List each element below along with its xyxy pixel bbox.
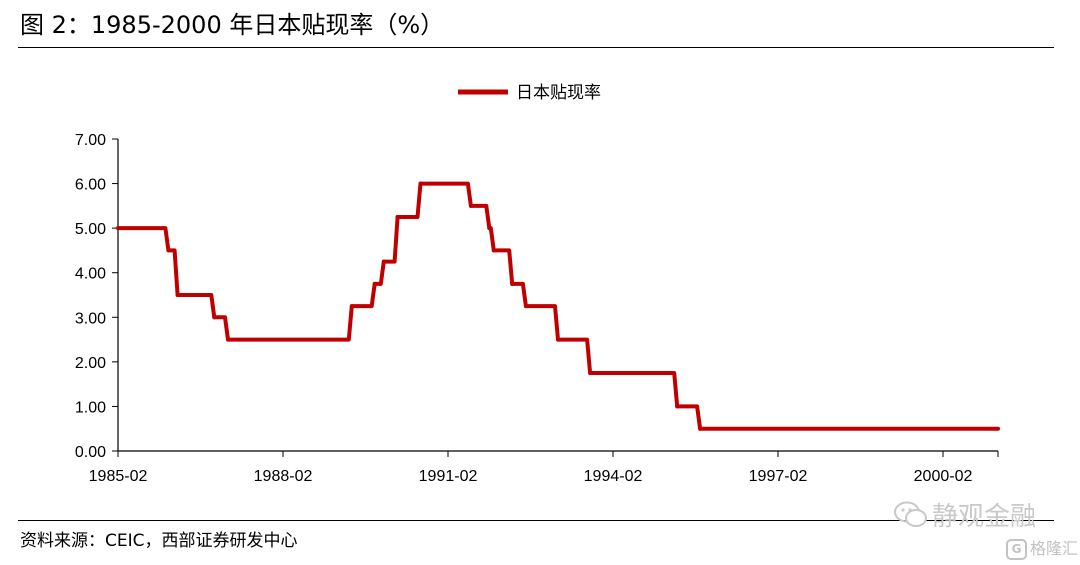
data-point [349,304,354,309]
data-point [675,404,680,409]
y-tick-label: 0.00 [75,444,106,461]
data-point [226,337,230,342]
footer-divider [18,520,1054,521]
data-point [588,371,593,375]
x-tick-label: 1985-02 [89,468,148,485]
data-point [395,215,400,219]
watermark-main: 静观金融 [894,496,1036,533]
data-point [212,315,217,320]
data-point [116,226,120,231]
gelonghui-logo-icon: G [1006,539,1027,560]
data-point [166,248,171,253]
data-point [381,259,386,264]
data-point [491,248,496,253]
x-tick-label: 1988-02 [254,468,313,485]
data-point [698,426,703,431]
y-tick-label: 6.00 [75,177,106,194]
series-line-0 [118,181,998,431]
y-tick-label: 2.00 [75,355,106,372]
series-layer [116,181,1000,431]
x-axis-ticks: 1985-02 1988-02 1991-02 1994-02 1997-02 2000-… [89,451,999,485]
watermark-main-text: 静观金融 [932,502,1037,532]
x-tick-label: 2000-02 [914,468,973,485]
y-tick-label: 7.00 [75,132,106,149]
wechat-icon [894,501,927,527]
watermark-sub: G 格隆汇 [1006,535,1078,560]
x-tick-label: 1991-02 [419,468,478,485]
x-tick-label: 1997-02 [749,468,808,485]
data-point [418,181,423,186]
legend: 日本贴现率 [458,83,601,103]
data-point [487,226,492,231]
data-point [175,293,180,297]
source-note: 资料来源：CEIC，西部证券研发中心 [20,531,298,551]
watermark-sub-text: 格隆汇 [1030,539,1079,558]
data-point [556,337,560,342]
title-divider [18,47,1054,48]
y-tick-label: 4.00 [75,266,106,283]
data-point [372,281,377,286]
data-point [510,281,515,286]
data-point [468,203,473,208]
axes [117,139,998,452]
y-tick-label: 1.00 [75,399,106,416]
legend-label: 日本贴现率 [516,83,601,103]
page-title: 图 2：1985-2000 年日本贴现率（%） [20,11,445,39]
y-tick-label: 3.00 [75,310,106,327]
x-tick-label: 1994-02 [584,468,643,485]
data-point [996,426,1000,431]
data-point [523,304,528,309]
y-tick-label: 5.00 [75,221,106,238]
y-axis-ticks: 0.00 1.00 2.00 3.00 4.00 5.00 6.00 7.00 [75,132,118,461]
